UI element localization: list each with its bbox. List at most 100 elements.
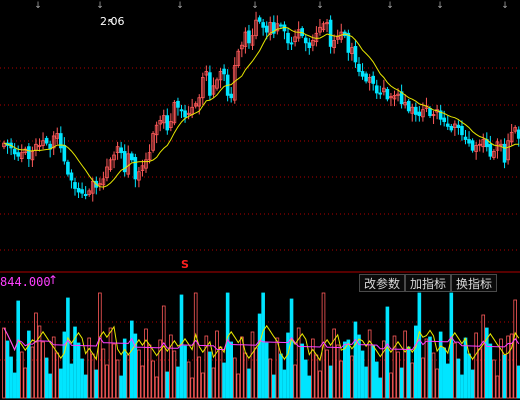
volume-bar xyxy=(413,325,418,399)
volume-bar xyxy=(30,346,35,399)
candle-body xyxy=(456,124,461,128)
candle-body xyxy=(460,125,464,136)
volume-bar xyxy=(325,349,329,399)
volume-bar xyxy=(506,335,510,399)
volume-bar xyxy=(467,353,471,399)
volume-bar xyxy=(73,326,77,399)
volume-bar xyxy=(108,327,113,399)
volume-moving-average-short xyxy=(3,324,520,362)
candle-body xyxy=(44,137,49,144)
candle-body xyxy=(346,32,351,53)
candle-body xyxy=(271,22,276,34)
volume-bar xyxy=(144,328,148,399)
candle-body xyxy=(197,97,202,107)
volume-bar xyxy=(83,374,88,399)
volume-bar xyxy=(378,377,383,399)
volume-bar xyxy=(105,364,109,399)
candle-body xyxy=(158,120,163,125)
volume-bar xyxy=(332,328,336,399)
candle-body xyxy=(119,147,123,154)
candle-body xyxy=(254,19,258,37)
candle-body xyxy=(186,112,191,115)
volume-bar xyxy=(211,367,216,399)
volume-value-label: 844.000 xyxy=(0,275,51,289)
candle-body xyxy=(389,96,393,99)
volume-moving-average-long xyxy=(3,327,520,352)
candle-body xyxy=(477,143,482,146)
volume-bar xyxy=(382,340,386,399)
candle-body xyxy=(307,42,312,49)
volume-bar xyxy=(59,368,63,399)
candle-body xyxy=(474,145,478,152)
arrow-down-icon: ↓ xyxy=(96,1,104,11)
candle-body xyxy=(19,152,24,160)
candle-body xyxy=(492,151,496,158)
volume-bar xyxy=(392,335,397,399)
volume-bar xyxy=(456,358,461,399)
candle-body xyxy=(449,125,454,131)
volume-bar xyxy=(321,292,326,399)
candle-body xyxy=(488,143,493,157)
volume-bar xyxy=(229,341,234,399)
volume-bar xyxy=(151,360,155,399)
arrow-down-icon: ↓ xyxy=(251,1,259,11)
candle-body xyxy=(108,159,113,170)
volume-bar xyxy=(200,372,205,399)
add-indicator-button[interactable]: 加指标 xyxy=(405,274,452,292)
volume-bar xyxy=(289,298,294,399)
volume-bar xyxy=(23,367,28,399)
candle-body xyxy=(12,148,17,155)
candle-body xyxy=(413,106,418,115)
volume-bar xyxy=(34,312,38,399)
candle-body xyxy=(247,30,251,44)
volume-bar xyxy=(225,292,230,399)
volume-bar xyxy=(296,327,301,399)
volume-bar xyxy=(176,366,180,399)
volume-bar xyxy=(48,373,52,399)
candle-body xyxy=(403,102,407,106)
volume-bar xyxy=(80,358,84,399)
candle-body xyxy=(229,93,234,99)
candle-body xyxy=(428,108,432,117)
candle-body xyxy=(378,92,383,95)
volume-bar xyxy=(279,353,283,399)
candle-body xyxy=(385,88,390,100)
candle-body xyxy=(236,50,241,66)
volume-bar xyxy=(208,351,212,399)
candle-body xyxy=(463,136,468,140)
candle-body xyxy=(293,36,297,43)
arrow-down-icon: ↓ xyxy=(34,1,42,11)
volume-bar xyxy=(406,346,411,399)
volume-bar xyxy=(445,363,450,399)
candle-body xyxy=(367,77,372,83)
candle-body xyxy=(90,180,95,194)
volume-bar xyxy=(90,353,95,399)
change-indicator-button[interactable]: 换指标 xyxy=(451,274,498,292)
volume-bar xyxy=(204,335,209,399)
volume-bar xyxy=(101,348,106,399)
volume-bar xyxy=(435,368,439,399)
candle-body xyxy=(30,151,35,161)
candle-body xyxy=(73,182,77,189)
volume-bar xyxy=(257,313,262,399)
volume-bar xyxy=(282,369,287,399)
volume-bar xyxy=(129,320,134,399)
volume-bar xyxy=(133,333,138,399)
candle-body xyxy=(243,31,248,47)
candle-body xyxy=(325,22,329,25)
modify-params-button[interactable]: 改参数 xyxy=(359,274,406,292)
candle-body xyxy=(105,166,109,179)
volume-bar xyxy=(247,368,251,399)
candle-body xyxy=(481,139,486,148)
volume-bar xyxy=(417,292,422,399)
volume-bar xyxy=(421,357,425,399)
candle-body xyxy=(204,71,209,76)
candle-body xyxy=(122,151,127,173)
volume-bar xyxy=(165,371,170,399)
candle-body xyxy=(179,109,184,112)
candle-body xyxy=(144,159,148,169)
candle-body xyxy=(112,154,116,161)
candle-body xyxy=(129,153,134,161)
volume-bar xyxy=(51,336,56,399)
volume-bar xyxy=(449,292,454,399)
